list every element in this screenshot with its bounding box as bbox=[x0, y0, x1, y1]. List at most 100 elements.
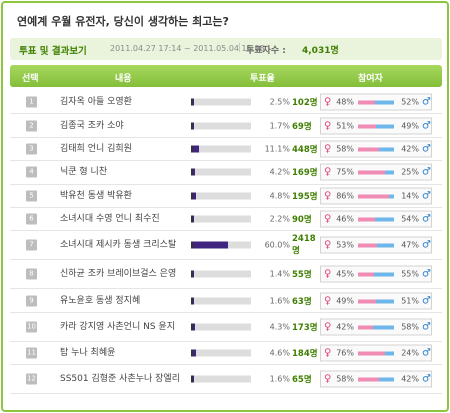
participant-gender-ratio: ♀ 58% 42% ♂ bbox=[320, 140, 432, 158]
poll-period: 2011.04.27 17:14 ~ 2011.05.04 15:08 bbox=[110, 44, 265, 53]
female-ratio-fill bbox=[358, 325, 374, 330]
poll-row: 6 소녀시대 수영 언니 최수진 2.2% 90명 ♀ 46% 54% ♂ bbox=[10, 208, 442, 232]
option-label: 김종국 조카 소야 bbox=[60, 120, 124, 131]
vote-rate-bar bbox=[191, 168, 251, 176]
female-symbol-icon: ♀ bbox=[324, 96, 332, 108]
gender-ratio-bar bbox=[358, 272, 394, 277]
male-ratio-fill bbox=[376, 124, 394, 129]
female-ratio-fill bbox=[358, 243, 378, 248]
option-number-button[interactable]: 6 bbox=[26, 213, 37, 225]
vote-rate-bar-fill bbox=[193, 270, 194, 278]
female-symbol-icon: ♀ bbox=[324, 268, 332, 280]
participant-gender-ratio: ♀ 45% 55% ♂ bbox=[320, 265, 432, 283]
poll-row: 5 박유천 동생 박유환 4.8% 195명 ♀ 86% 14% ♂ bbox=[10, 185, 442, 208]
female-percent: 51% bbox=[336, 121, 354, 131]
male-ratio-fill bbox=[378, 377, 394, 382]
vote-rate-bar-fill bbox=[193, 168, 196, 176]
male-symbol-icon: ♂ bbox=[422, 373, 431, 385]
vote-rate-percent: 2.5% bbox=[269, 97, 290, 107]
male-ratio-fill bbox=[388, 194, 394, 199]
participant-gender-ratio: ♀ 51% 49% ♂ bbox=[320, 117, 432, 135]
vote-count: 90명 bbox=[292, 215, 312, 226]
female-ratio-fill bbox=[358, 124, 377, 129]
vote-count: 65명 bbox=[292, 375, 312, 386]
female-symbol-icon: ♀ bbox=[324, 295, 332, 307]
option-number-button[interactable]: 11 bbox=[26, 347, 37, 359]
male-percent: 49% bbox=[401, 121, 419, 131]
male-symbol-icon: ♂ bbox=[422, 321, 431, 333]
gender-ratio-bar bbox=[358, 299, 394, 304]
male-symbol-icon: ♂ bbox=[422, 96, 431, 108]
male-percent: 25% bbox=[401, 167, 419, 177]
poll-title: 연예계 우월 유전자, 당신이 생각하는 최고는? bbox=[17, 15, 229, 28]
vote-rate-bar bbox=[191, 145, 251, 153]
participant-gender-ratio: ♀ 49% 51% ♂ bbox=[320, 292, 432, 310]
gender-ratio-bar bbox=[358, 194, 394, 199]
poll-row: 11 탑 누나 최혜윤 4.6% 184명 ♀ 76% 24% ♂ bbox=[10, 342, 442, 366]
option-number-button[interactable]: 4 bbox=[26, 166, 37, 178]
option-number-button[interactable]: 8 bbox=[26, 268, 37, 280]
vote-count: 195명 bbox=[292, 191, 318, 202]
vote-rate-percent: 4.3% bbox=[269, 322, 290, 332]
option-label: SS501 김형준 사촌누나 장엘리 bbox=[60, 374, 180, 385]
option-label: 닉쿤 형 니찬 bbox=[60, 167, 108, 178]
option-number-button[interactable]: 5 bbox=[26, 190, 37, 202]
vote-rate-bar-fill bbox=[193, 349, 196, 357]
male-symbol-icon: ♂ bbox=[422, 239, 431, 251]
poll-info-bar: 투표 및 결과보기 2011.04.27 17:14 ~ 2011.05.04 … bbox=[10, 38, 442, 60]
male-ratio-fill bbox=[377, 243, 394, 248]
vote-count: 2418명 bbox=[292, 234, 316, 257]
participant-gender-ratio: ♀ 48% 52% ♂ bbox=[320, 93, 432, 111]
vote-rate-bar bbox=[191, 241, 251, 249]
vote-rate-bar-fill bbox=[193, 323, 196, 331]
female-percent: 53% bbox=[336, 240, 354, 250]
option-number-button[interactable]: 9 bbox=[26, 295, 37, 307]
vote-count: 184명 bbox=[292, 348, 318, 359]
vote-rate-bar bbox=[191, 192, 251, 200]
option-label: 박유천 동생 박유환 bbox=[60, 190, 132, 201]
female-symbol-icon: ♀ bbox=[324, 239, 332, 251]
vote-rate-bar bbox=[191, 98, 251, 106]
option-number-button[interactable]: 12 bbox=[26, 373, 37, 385]
vote-rate-percent: 1.6% bbox=[269, 374, 290, 384]
gender-ratio-bar bbox=[358, 243, 394, 248]
option-number-button[interactable]: 10 bbox=[26, 321, 37, 333]
vote-count: 69명 bbox=[292, 121, 312, 132]
female-ratio-fill bbox=[358, 170, 385, 175]
option-number-button[interactable]: 3 bbox=[26, 143, 37, 155]
female-ratio-fill bbox=[358, 377, 379, 382]
poll-row: 12 SS501 김형준 사촌누나 장엘리 1.6% 65명 ♀ 58% 42%… bbox=[10, 365, 442, 395]
poll-row: 9 유노윤호 동생 정지혜 1.6% 63명 ♀ 49% 51% ♂ bbox=[10, 289, 442, 313]
option-number-button[interactable]: 1 bbox=[26, 96, 37, 108]
gender-ratio-bar bbox=[358, 351, 394, 356]
vote-count: 55명 bbox=[292, 270, 312, 281]
male-percent: 14% bbox=[401, 191, 419, 201]
female-percent: 76% bbox=[336, 348, 354, 358]
male-percent: 54% bbox=[401, 214, 419, 224]
female-percent: 58% bbox=[336, 144, 354, 154]
option-number-button[interactable]: 7 bbox=[26, 239, 37, 251]
female-percent: 42% bbox=[336, 322, 354, 332]
gender-ratio-bar bbox=[358, 325, 394, 330]
male-percent: 55% bbox=[401, 269, 419, 279]
female-ratio-fill bbox=[358, 100, 376, 105]
vote-rate-bar bbox=[191, 122, 251, 130]
vote-rate-percent: 1.4% bbox=[269, 269, 290, 279]
vote-rate-bar bbox=[191, 349, 251, 357]
poll-row: 3 김태희 언니 김희원 11.1% 448명 ♀ 58% 42% ♂ bbox=[10, 138, 442, 162]
female-ratio-fill bbox=[358, 299, 376, 304]
vote-rate-bar-fill bbox=[193, 375, 194, 383]
option-number-button[interactable]: 2 bbox=[26, 120, 37, 132]
vote-count: 102명 bbox=[292, 98, 318, 109]
female-symbol-icon: ♀ bbox=[324, 190, 332, 202]
gender-ratio-bar bbox=[358, 377, 394, 382]
participant-gender-ratio: ♀ 42% 58% ♂ bbox=[320, 318, 432, 336]
female-symbol-icon: ♀ bbox=[324, 143, 332, 155]
vote-rate-bar-fill bbox=[193, 145, 200, 153]
male-ratio-fill bbox=[385, 170, 394, 175]
participant-gender-ratio: ♀ 53% 47% ♂ bbox=[320, 236, 432, 254]
female-percent: 86% bbox=[336, 191, 354, 201]
female-symbol-icon: ♀ bbox=[324, 373, 332, 385]
poll-row: 2 김종국 조카 소야 1.7% 69명 ♀ 51% 49% ♂ bbox=[10, 114, 442, 138]
vote-count: 173명 bbox=[292, 322, 318, 333]
